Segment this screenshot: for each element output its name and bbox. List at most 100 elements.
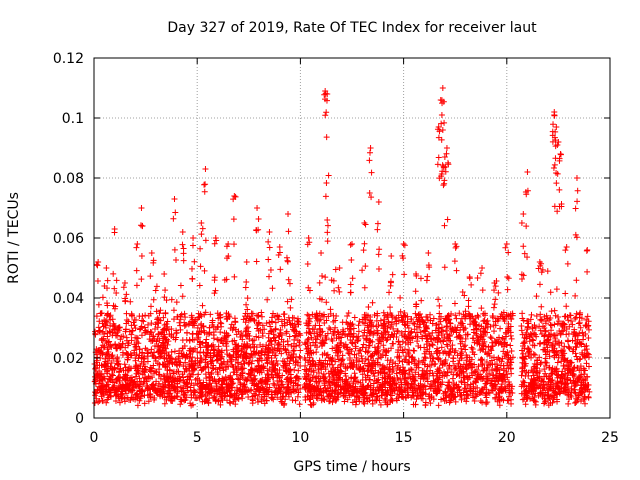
data-point bbox=[321, 91, 328, 98]
data-point bbox=[441, 119, 448, 126]
data-point bbox=[244, 324, 251, 331]
y-tick-label: 0.08 bbox=[53, 171, 84, 187]
data-point bbox=[103, 265, 110, 271]
data-point bbox=[238, 372, 245, 379]
data-point bbox=[133, 282, 140, 289]
data-point bbox=[368, 194, 375, 201]
data-point bbox=[584, 268, 591, 275]
data-point bbox=[266, 244, 273, 251]
data-point bbox=[220, 367, 227, 374]
data-point bbox=[341, 398, 348, 405]
data-point bbox=[205, 331, 212, 338]
data-point bbox=[262, 387, 269, 394]
data-point bbox=[295, 367, 302, 374]
data-point bbox=[231, 394, 238, 401]
data-point bbox=[247, 316, 254, 323]
data-point bbox=[115, 369, 122, 376]
data-point bbox=[444, 323, 451, 330]
data-point bbox=[441, 154, 448, 160]
data-point bbox=[418, 297, 425, 304]
data-point bbox=[170, 395, 177, 402]
y-tick-label: 0 bbox=[75, 411, 84, 427]
data-point bbox=[100, 373, 107, 380]
data-point bbox=[197, 263, 204, 270]
data-point bbox=[109, 352, 116, 359]
data-point bbox=[146, 336, 153, 343]
data-point bbox=[219, 375, 226, 382]
data-point bbox=[270, 348, 277, 355]
data-point bbox=[183, 353, 190, 360]
data-point bbox=[239, 395, 246, 402]
data-point bbox=[295, 381, 302, 388]
data-point bbox=[102, 355, 109, 362]
data-point bbox=[167, 390, 174, 397]
data-point bbox=[491, 328, 498, 335]
data-point bbox=[325, 172, 332, 179]
data-point bbox=[243, 350, 250, 357]
data-point bbox=[351, 351, 358, 358]
data-point bbox=[119, 384, 126, 391]
data-point bbox=[139, 313, 146, 320]
chart-title: Day 327 of 2019, Rate Of TEC Index for r… bbox=[167, 20, 537, 36]
data-point bbox=[518, 372, 525, 379]
data-point bbox=[126, 377, 133, 384]
data-point bbox=[124, 356, 131, 363]
data-point bbox=[233, 365, 240, 372]
data-point bbox=[191, 387, 198, 394]
data-point bbox=[191, 366, 198, 373]
data-point bbox=[471, 397, 478, 404]
data-point bbox=[276, 374, 283, 381]
data-point bbox=[323, 180, 330, 187]
data-point bbox=[168, 332, 175, 339]
data-point bbox=[168, 325, 175, 332]
y-tick-label: 0.12 bbox=[53, 51, 84, 67]
data-point bbox=[234, 375, 241, 382]
data-point bbox=[203, 336, 210, 343]
data-point bbox=[149, 374, 156, 381]
data-point bbox=[564, 337, 571, 344]
data-point bbox=[247, 387, 254, 394]
data-point bbox=[488, 335, 495, 342]
data-point bbox=[285, 228, 292, 235]
data-point bbox=[231, 273, 238, 280]
data-point bbox=[238, 347, 245, 354]
data-point bbox=[519, 310, 526, 317]
data-point bbox=[547, 289, 554, 296]
data-point bbox=[147, 303, 154, 310]
data-point bbox=[228, 321, 235, 328]
data-point bbox=[271, 367, 278, 374]
data-point bbox=[553, 124, 560, 130]
data-point bbox=[199, 225, 206, 232]
data-point bbox=[522, 373, 529, 379]
data-point bbox=[247, 315, 254, 322]
data-point bbox=[138, 332, 145, 339]
data-point bbox=[187, 384, 194, 391]
data-point bbox=[93, 313, 100, 320]
data-point bbox=[453, 267, 460, 274]
data-point bbox=[111, 229, 118, 236]
data-point bbox=[324, 217, 331, 223]
data-point bbox=[249, 337, 256, 344]
data-point bbox=[435, 402, 442, 409]
data-point bbox=[474, 275, 481, 282]
data-point bbox=[271, 389, 278, 396]
data-point bbox=[110, 327, 117, 334]
data-point bbox=[254, 368, 261, 375]
data-point bbox=[261, 351, 268, 358]
data-point bbox=[477, 398, 484, 405]
data-point bbox=[137, 325, 144, 332]
data-point bbox=[165, 352, 172, 359]
data-point bbox=[160, 347, 167, 354]
x-tick-label: 10 bbox=[291, 430, 309, 446]
data-point bbox=[276, 244, 283, 250]
data-point bbox=[202, 237, 209, 244]
data-point bbox=[242, 284, 249, 291]
data-point bbox=[270, 380, 277, 387]
data-point bbox=[253, 258, 260, 265]
data-point bbox=[186, 320, 193, 327]
data-point bbox=[166, 357, 173, 364]
data-point bbox=[386, 289, 393, 296]
data-point bbox=[91, 399, 98, 406]
data-point bbox=[388, 253, 395, 259]
data-point bbox=[327, 306, 334, 313]
